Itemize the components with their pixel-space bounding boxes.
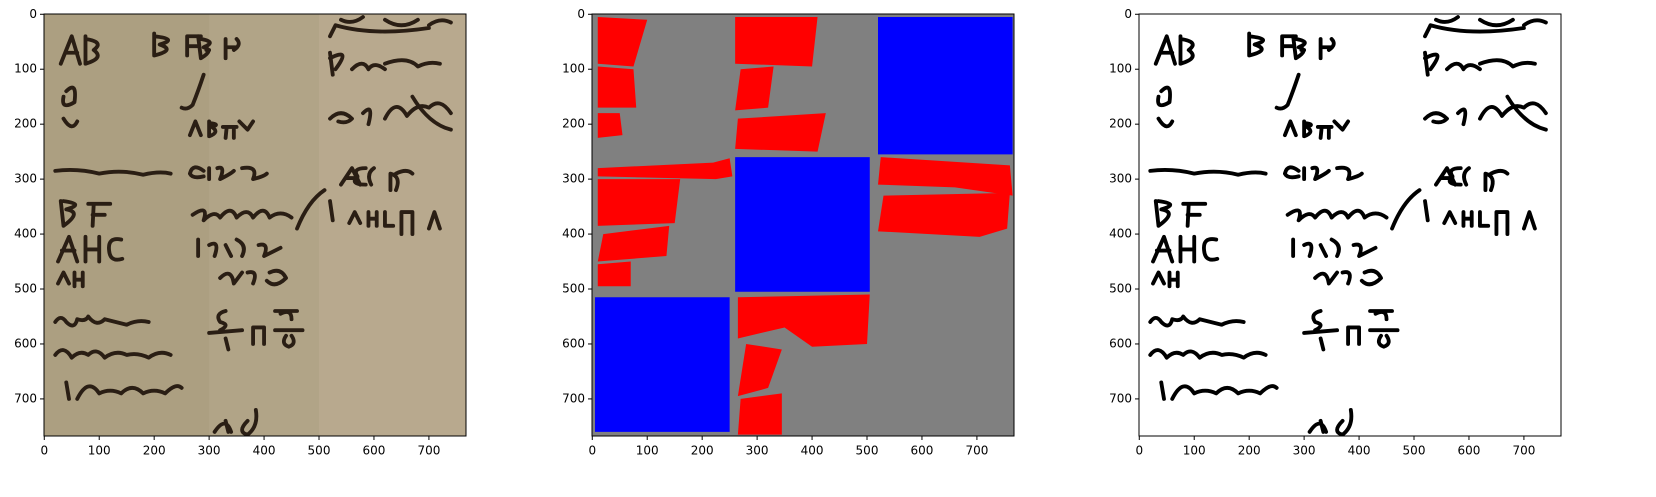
x-tick-label: 200 <box>1238 444 1261 458</box>
x-tick-label: 100 <box>636 444 659 458</box>
y-tick-label: 300 <box>1109 172 1132 186</box>
image-panel <box>1139 14 1561 436</box>
x-tick-label: 300 <box>746 444 769 458</box>
x-tick-label: 600 <box>363 444 386 458</box>
x-tick-label: 200 <box>691 444 714 458</box>
y-tick-label: 400 <box>1109 227 1132 241</box>
y-tick-label: 600 <box>562 336 585 350</box>
blue-regions <box>595 17 1013 432</box>
x-tick-label: 300 <box>198 444 221 458</box>
axes-frame <box>1138 13 1562 437</box>
x-tick-label: 500 <box>856 444 879 458</box>
axes-frame <box>43 13 467 437</box>
x-tick-label: 600 <box>1458 444 1481 458</box>
y-tick-label: 400 <box>14 227 37 241</box>
photo-shade <box>44 14 210 436</box>
x-tick-label: 500 <box>1403 444 1426 458</box>
y-tick-label: 500 <box>562 282 585 296</box>
y-tick-label: 400 <box>562 227 585 241</box>
y-tick-label: 600 <box>14 336 37 350</box>
y-tick-label: 700 <box>1109 391 1132 405</box>
y-tick-label: 500 <box>1109 282 1132 296</box>
x-tick-label: 400 <box>1348 444 1371 458</box>
image-panel <box>44 14 466 436</box>
x-tick-label: 0 <box>40 444 48 458</box>
y-tick-label: 200 <box>14 117 37 131</box>
y-tick-label: 100 <box>562 62 585 76</box>
x-tick-label: 700 <box>965 444 988 458</box>
x-tick-label: 700 <box>1512 444 1535 458</box>
x-tick-label: 600 <box>911 444 934 458</box>
y-tick-label: 300 <box>562 172 585 186</box>
x-tick-label: 100 <box>88 444 111 458</box>
binary-background <box>1139 14 1561 436</box>
y-tick-label: 100 <box>14 62 37 76</box>
x-tick-label: 0 <box>588 444 596 458</box>
x-tick-label: 400 <box>801 444 824 458</box>
x-tick-label: 200 <box>143 444 166 458</box>
x-tick-label: 0 <box>1135 444 1143 458</box>
y-tick-label: 300 <box>14 172 37 186</box>
x-tick-label: 400 <box>253 444 276 458</box>
y-tick-label: 200 <box>562 117 585 131</box>
x-tick-label: 300 <box>1293 444 1316 458</box>
y-tick-label: 100 <box>1109 62 1132 76</box>
red-regions <box>597 17 1013 435</box>
axes-frame <box>591 13 1015 437</box>
y-tick-label: 0 <box>577 7 585 21</box>
y-tick-label: 700 <box>14 391 37 405</box>
y-tick-label: 700 <box>562 391 585 405</box>
y-tick-label: 0 <box>1124 7 1132 21</box>
x-tick-label: 100 <box>1183 444 1206 458</box>
x-tick-label: 500 <box>308 444 331 458</box>
y-tick-label: 600 <box>1109 336 1132 350</box>
y-tick-label: 500 <box>14 282 37 296</box>
image-panel <box>592 14 1014 436</box>
y-tick-label: 0 <box>29 7 37 21</box>
photo-shade <box>319 14 466 436</box>
y-tick-label: 200 <box>1109 117 1132 131</box>
x-tick-label: 700 <box>417 444 440 458</box>
